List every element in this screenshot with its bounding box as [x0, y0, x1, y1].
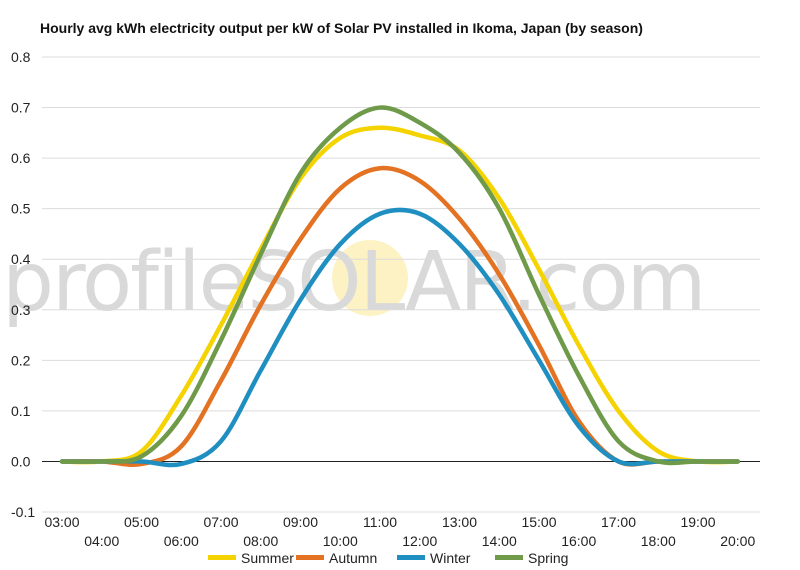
x-tick-label: 18:00 [641, 533, 676, 549]
y-tick-label: 0.0 [11, 453, 31, 469]
series-line-spring [59, 105, 740, 466]
x-tick-label: 14:00 [482, 533, 517, 549]
y-tick-label: 0.5 [11, 201, 31, 217]
y-tick-label: 0.7 [11, 100, 31, 116]
x-tick-label: 06:00 [164, 533, 199, 549]
y-tick-label: 0.3 [11, 302, 31, 318]
series-line-winter [59, 207, 740, 468]
x-tick-label: 08:00 [243, 533, 278, 549]
chart-title: Hourly avg kWh electricity output per kW… [40, 20, 643, 36]
legend-swatch-spring [495, 555, 523, 560]
legend-label-summer: Summer [241, 550, 294, 566]
x-tick-label: 05:00 [124, 514, 159, 530]
x-tick-label: 09:00 [283, 514, 318, 530]
legend-label-spring: Spring [528, 550, 568, 566]
x-tick-label: 20:00 [720, 533, 755, 549]
y-axis: 0.8 0.7 0.6 0.5 0.4 0.3 0.2 0.1 0.0 -0.1 [11, 49, 35, 520]
y-tick-label: 0.6 [11, 150, 31, 166]
y-tick-label: 0.2 [11, 352, 31, 368]
series-layer [59, 105, 740, 468]
y-tick-label: 0.8 [11, 49, 31, 65]
legend-label-autumn: Autumn [329, 550, 377, 566]
series-line-summer [59, 125, 740, 465]
x-tick-label: 11:00 [363, 514, 397, 530]
y-tick-label: 0.4 [11, 251, 31, 267]
x-tick-label: 13:00 [442, 514, 477, 530]
x-tick-label: 10:00 [323, 533, 358, 549]
x-tick-label: 15:00 [521, 514, 556, 530]
y-tick-label: 0.1 [11, 403, 31, 419]
x-tick-label: 07:00 [203, 514, 238, 530]
watermark-text: profileSOLAR.com [2, 235, 705, 330]
x-tick-label: 16:00 [561, 533, 596, 549]
legend: Summer Autumn Winter Spring [208, 550, 568, 566]
legend-label-winter: Winter [430, 550, 471, 566]
y-tick-label: -0.1 [11, 504, 35, 520]
watermark-layer: profileSOLAR.com [2, 235, 707, 330]
x-tick-label: 04:00 [84, 533, 119, 549]
legend-swatch-autumn [296, 555, 324, 560]
x-tick-label: 03:00 [44, 514, 79, 530]
x-tick-label: 19:00 [680, 514, 715, 530]
legend-swatch-summer [208, 555, 236, 560]
x-tick-label: 17:00 [601, 514, 636, 530]
x-tick-label: 12:00 [402, 533, 437, 549]
legend-swatch-winter [397, 555, 425, 560]
